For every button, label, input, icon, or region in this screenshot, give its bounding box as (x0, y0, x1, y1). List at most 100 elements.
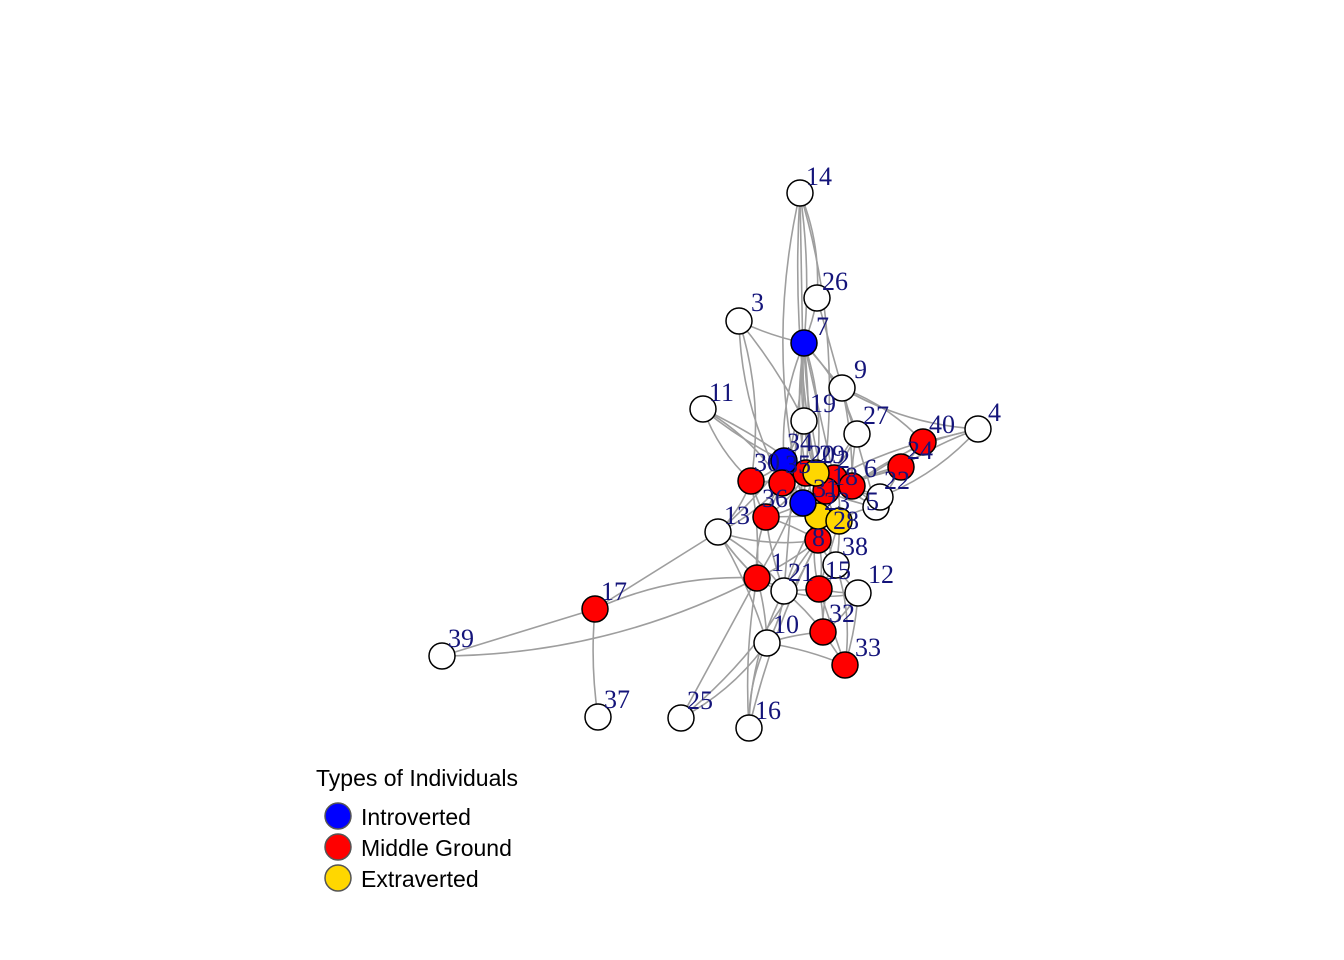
node-30 (737, 467, 765, 495)
node-label-19: 19 (810, 389, 836, 418)
node-label-15: 15 (825, 556, 851, 585)
legend-item-middle-ground: Middle Ground (324, 833, 512, 861)
node-38 (822, 551, 850, 579)
edge-13-17 (594, 531, 719, 610)
node-21 (770, 577, 798, 605)
node-36 (752, 503, 780, 531)
legend-swatch-introverted (324, 802, 352, 830)
node-12 (844, 579, 872, 607)
node-27 (843, 420, 871, 448)
node-label-9: 9 (854, 355, 867, 384)
node-37 (584, 703, 612, 731)
node-13 (704, 518, 732, 546)
labels-layer: 1234567891011121314151617181920212223242… (448, 162, 1001, 725)
node-24 (887, 453, 915, 481)
node-label-8: 8 (812, 523, 825, 552)
node-label-14: 14 (806, 162, 832, 191)
node-14 (786, 179, 814, 207)
edge-1-25 (680, 577, 758, 719)
node-label-12: 12 (868, 560, 894, 589)
node-3 (725, 307, 753, 335)
node-label-31: 31 (813, 474, 839, 503)
node-label-6: 6 (864, 454, 877, 483)
node-label-17: 17 (601, 577, 627, 606)
node-label-30: 30 (754, 448, 780, 477)
edge-3-30 (738, 320, 757, 482)
node-29 (802, 459, 830, 487)
node-label-27: 27 (863, 401, 889, 430)
node-40 (909, 428, 937, 456)
edge-16-21 (748, 590, 785, 729)
legend-label-middle-ground: Middle Ground (361, 835, 512, 861)
node-16 (735, 714, 763, 742)
node-4 (964, 415, 992, 443)
node-39 (428, 642, 456, 670)
edge-16-8 (748, 539, 819, 729)
node-19 (790, 407, 818, 435)
node-label-38: 38 (842, 532, 868, 561)
node-label-36: 36 (762, 484, 788, 513)
node-label-13: 13 (724, 501, 750, 530)
node-label-24: 24 (907, 436, 933, 465)
node-label-2: 2 (837, 445, 850, 474)
node-label-40: 40 (929, 410, 955, 439)
node-label-32: 32 (829, 599, 855, 628)
node-label-39: 39 (448, 624, 474, 653)
edge-1-17 (594, 576, 758, 610)
node-25 (667, 704, 695, 732)
edge-7-2 (803, 342, 835, 479)
node-label-22: 22 (884, 466, 910, 495)
edge-14-19 (799, 192, 805, 422)
node-label-34: 34 (787, 428, 813, 457)
node-label-1: 1 (771, 548, 784, 577)
node-label-35: 35 (785, 450, 811, 479)
node-label-33: 33 (855, 633, 881, 662)
legend-swatch-middle-ground (324, 833, 352, 861)
edge-17-37 (592, 608, 599, 718)
node-label-10: 10 (773, 610, 799, 639)
legend-item-introverted: Introverted (324, 802, 471, 830)
node-label-25: 25 (687, 686, 713, 715)
legend-item-extraverted: Extraverted (324, 864, 479, 892)
node-label-28: 28 (833, 506, 859, 535)
node-7 (790, 329, 818, 357)
node-label-21: 21 (788, 558, 814, 587)
node-label-11: 11 (709, 378, 734, 407)
nodes-layer (428, 179, 992, 742)
node-label-23: 23 (824, 487, 850, 516)
edge-9-4 (841, 387, 979, 430)
node-32 (809, 618, 837, 646)
node-31 (789, 489, 817, 517)
legend-label-extraverted: Extraverted (361, 866, 479, 892)
node-label-3: 3 (751, 288, 764, 317)
node-label-29: 29 (819, 440, 845, 469)
node-33 (831, 651, 859, 679)
node-label-37: 37 (604, 685, 630, 714)
node-label-7: 7 (816, 312, 829, 341)
edge-1-39 (441, 577, 758, 657)
edge-17-39 (441, 608, 596, 657)
node-26 (803, 284, 831, 312)
node-label-18: 18 (832, 462, 858, 491)
node-9 (828, 374, 856, 402)
node-label-16: 16 (755, 696, 781, 725)
node-35 (768, 469, 796, 497)
node-label-20: 20 (809, 440, 835, 469)
legend-label-introverted: Introverted (361, 804, 471, 830)
node-label-4: 4 (988, 398, 1001, 427)
node-10 (753, 629, 781, 657)
legend-swatch-extraverted (324, 864, 352, 892)
node-label-5: 5 (866, 487, 879, 516)
node-15 (805, 575, 833, 603)
node-17 (581, 595, 609, 623)
node-6 (838, 472, 866, 500)
legend: Types of Individuals Introverted Middle … (316, 765, 518, 892)
node-label-26: 26 (822, 267, 848, 296)
node-22 (866, 483, 894, 511)
edge-14-7 (799, 192, 808, 344)
node-1 (743, 564, 771, 592)
node-28 (825, 507, 853, 535)
node-11 (689, 395, 717, 423)
legend-title: Types of Individuals (316, 765, 518, 791)
